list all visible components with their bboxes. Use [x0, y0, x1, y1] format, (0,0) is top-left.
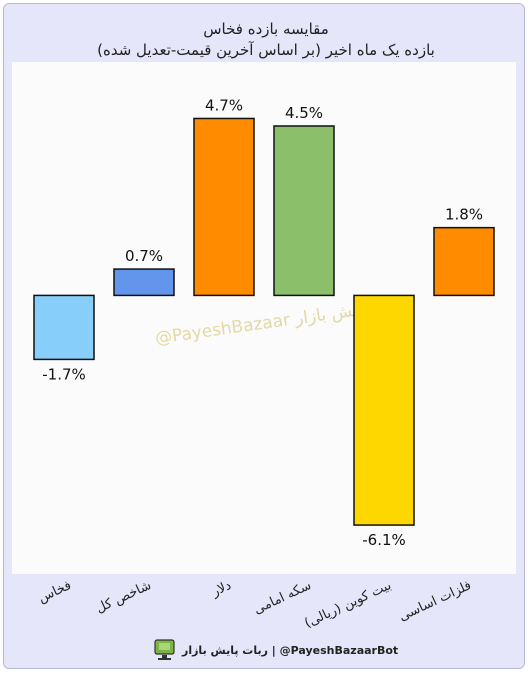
value-label-3: 4.5%	[285, 104, 323, 122]
bar-0	[33, 294, 95, 361]
value-label-1: 0.7%	[125, 247, 163, 265]
value-label-2: 4.7%	[205, 96, 243, 114]
plot-area	[12, 62, 516, 574]
x-tick-label-2: دلار	[209, 578, 234, 600]
chart-subtitle: بازده یک ماه اخیر (بر اساس آخرین قیمت-تع…	[97, 41, 435, 59]
x-tick-label-3: سکه امامی	[252, 578, 314, 618]
bar-1	[113, 268, 175, 297]
bar-3	[273, 125, 335, 297]
value-label-5: 1.8%	[445, 206, 483, 224]
chart-title: مقایسه بازده فخاس	[203, 20, 329, 38]
chart-frame: مقایسه بازده فخاس بازده یک ماه اخیر (بر …	[3, 3, 525, 669]
chart: مقایسه بازده فخاس بازده یک ماه اخیر (بر …	[12, 20, 516, 660]
x-tick-label-1: شاخص کل	[94, 578, 154, 617]
value-label-4: -6.1%	[362, 531, 406, 549]
bars-group: -1.7% 0.7% 4.7% 4.5% -6.1% 1.8%	[33, 96, 495, 549]
bar-2	[193, 117, 255, 297]
bar-5	[433, 226, 495, 297]
footer: ربات پایش بازار | @PayeshBazaarBot	[154, 639, 398, 660]
footer-text: ربات پایش بازار | @PayeshBazaarBot	[181, 644, 398, 657]
bar-4	[353, 294, 415, 526]
x-tick-label-5: فلزات اساسی	[397, 578, 474, 625]
x-tick-label-4: بیت کوین (ریالی)	[302, 578, 393, 631]
monitor-icon	[154, 639, 175, 660]
value-label-0: -1.7%	[42, 365, 86, 383]
x-tick-label-0: فخاس	[36, 578, 74, 606]
